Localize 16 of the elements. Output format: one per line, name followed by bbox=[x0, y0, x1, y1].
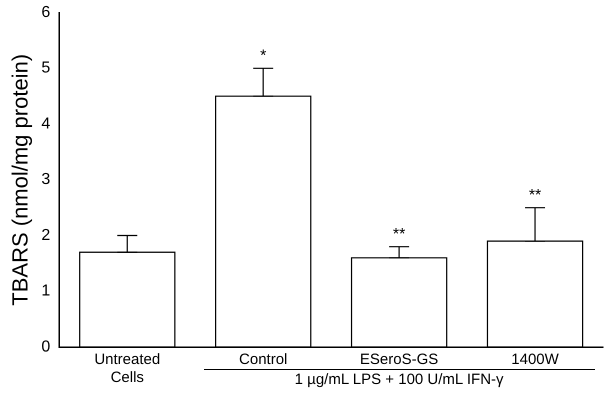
y-tick-label: 4 bbox=[41, 115, 50, 132]
y-tick-label: 1 bbox=[41, 282, 50, 300]
x-tick-label: Control bbox=[239, 351, 288, 368]
annotation: ** bbox=[392, 226, 406, 244]
annotation: ** bbox=[528, 187, 542, 204]
y-axis-title: TBARS (nmol/mg protein) bbox=[7, 54, 32, 306]
y-tick-label: 5 bbox=[41, 60, 50, 77]
x-tick-label: ESeroS-GS bbox=[360, 351, 438, 368]
annotation: * bbox=[260, 48, 266, 65]
y-tick-label: 2 bbox=[41, 226, 50, 244]
text: 1 µg/mL LPS + 100 U/mL IFN-γ bbox=[204, 369, 595, 388]
x-tick-label: 1400W bbox=[511, 351, 560, 368]
x-tick-label: Untreated Cells bbox=[94, 351, 160, 386]
y-tick-label: 6 bbox=[41, 4, 50, 22]
y-tick-label: 0 bbox=[41, 338, 50, 356]
y-tick-label: 3 bbox=[41, 171, 50, 188]
